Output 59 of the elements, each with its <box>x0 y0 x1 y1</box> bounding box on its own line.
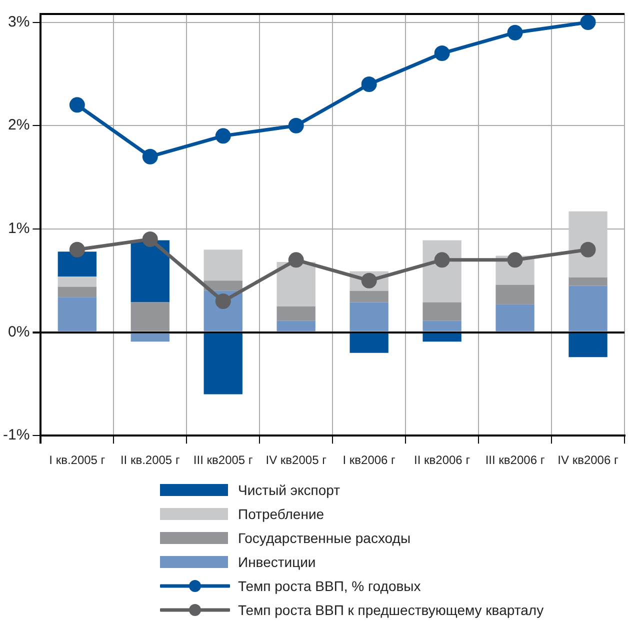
point <box>288 252 304 268</box>
bar <box>204 250 242 281</box>
legend-label: Потребление <box>238 506 324 522</box>
bar <box>568 278 608 286</box>
bar <box>568 286 608 332</box>
x-tick-label: III кв2005 г <box>193 453 254 468</box>
point <box>215 294 231 310</box>
bar <box>496 304 534 332</box>
bar <box>568 333 608 358</box>
x-tick-label: II кв.2005 г <box>120 453 180 468</box>
point <box>434 46 450 62</box>
bar <box>130 302 170 332</box>
bar <box>130 240 170 302</box>
x-tick-label: III кв2006 г <box>485 453 546 468</box>
legend-label: Чистый экспорт <box>238 482 340 498</box>
bar <box>58 286 97 298</box>
y-tick-label: 3% <box>8 13 30 30</box>
bar <box>350 302 388 332</box>
legend-label: Инвестиции <box>238 554 316 570</box>
legend-label: Темп роста ВВП, % годовых <box>238 578 421 594</box>
bar <box>130 333 170 342</box>
point <box>434 252 450 268</box>
bar <box>496 284 534 304</box>
x-tick-label: I кв.2005 г <box>49 453 106 468</box>
bar <box>58 297 97 332</box>
y-tick-label: 0% <box>8 323 30 340</box>
x-tick-label: I кв2006 г <box>342 453 396 468</box>
bar <box>276 306 316 321</box>
y-tick-label: 1% <box>8 220 30 238</box>
y-tick-label: 2% <box>8 116 30 134</box>
bar <box>350 333 388 353</box>
point <box>288 118 304 134</box>
point <box>142 232 158 248</box>
bar <box>568 211 608 278</box>
point <box>507 24 523 40</box>
bar <box>422 333 462 342</box>
bar <box>204 280 242 291</box>
bar <box>422 320 462 332</box>
bar <box>276 262 316 306</box>
bar <box>58 252 97 276</box>
point <box>361 76 377 92</box>
point <box>507 252 523 268</box>
point <box>142 148 158 164</box>
x-tick-label: II кв2006 г <box>414 453 471 468</box>
legend-label: Темп роста ВВП к предшествующему кварталу <box>238 602 544 618</box>
point <box>580 14 596 30</box>
point <box>69 97 85 113</box>
x-tick-label: IV кв2006 г <box>558 453 619 468</box>
y-tick-label: -1% <box>2 426 30 444</box>
x-tick-label: IV кв2005 г <box>266 453 328 468</box>
bar <box>422 302 462 321</box>
bar <box>276 320 316 332</box>
point <box>215 128 231 144</box>
bar <box>204 333 242 394</box>
point <box>580 242 596 258</box>
bar <box>350 290 388 302</box>
bar <box>58 276 97 287</box>
legend-label: Государственные расходы <box>238 530 411 546</box>
point <box>69 242 85 258</box>
